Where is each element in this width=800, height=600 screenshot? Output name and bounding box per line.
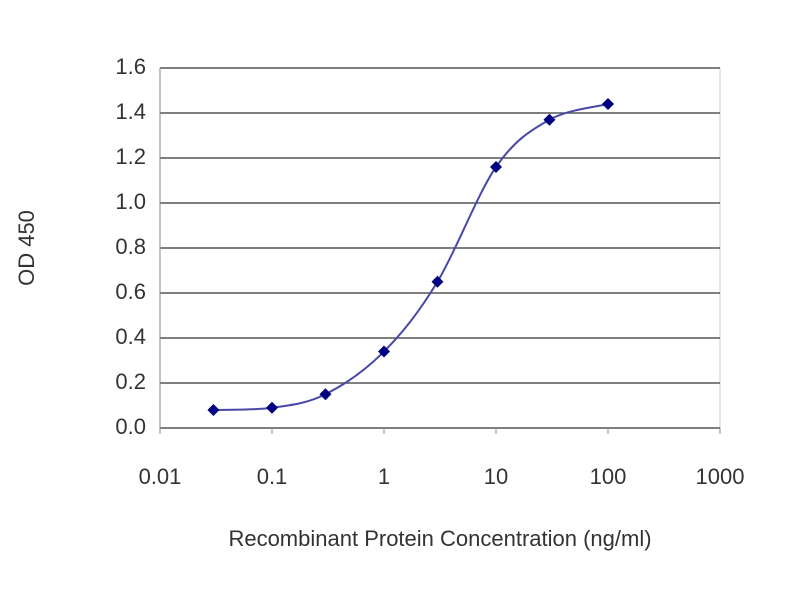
x-tick-label: 10 [484,464,508,489]
marker [319,388,332,401]
x-tick-label: 1000 [696,464,745,489]
marker [490,161,502,173]
marker [431,275,444,288]
y-tick-label: 1.2 [115,144,146,169]
y-tick-label: 1.6 [115,54,146,79]
x-tick-label: 1 [378,464,390,489]
marker [543,113,556,126]
x-tick-label: 0.1 [257,464,288,489]
y-tick-label: 0.6 [115,279,146,304]
y-tick-label: 0.8 [115,234,146,259]
line [213,103,609,411]
x-tick-label: 0.01 [139,464,182,489]
y-tick-label: 1.4 [115,99,146,124]
x-axis-label: Recombinant Protein Concentration (ng/ml… [228,526,651,551]
y-tick-label: 0.2 [115,369,146,394]
x-tick-label: 100 [590,464,627,489]
marker [207,404,220,416]
y-tick-label: 0.0 [115,414,146,439]
y-axis-label: OD 450 [14,210,39,286]
y-tick-label: 0.4 [115,324,146,349]
marker [266,401,278,414]
y-tick-label: 1.0 [115,189,146,214]
marker [602,98,614,110]
marker [378,345,390,358]
